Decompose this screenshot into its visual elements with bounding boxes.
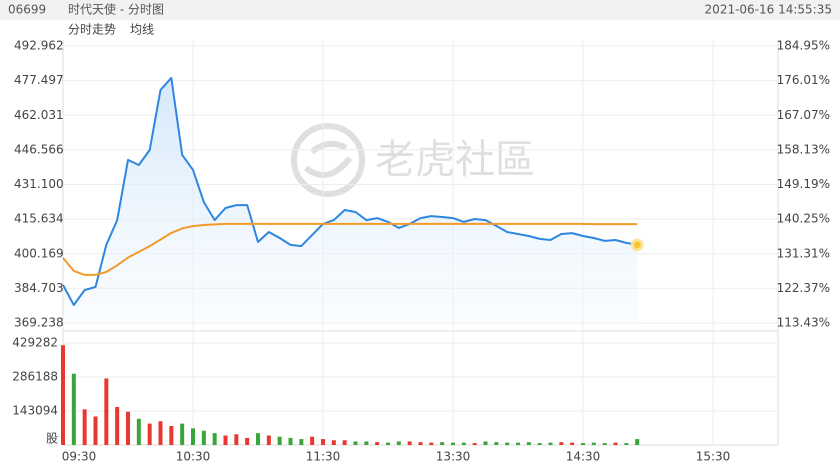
y2-tick-label: 131.31%: [777, 246, 830, 260]
y2-tick-label: 122.37%: [777, 281, 830, 295]
volume-tick-label: 286188: [12, 370, 58, 384]
volume-bar: [223, 435, 228, 445]
volume-bar: [61, 345, 65, 445]
volume-bar: [82, 409, 87, 445]
y2-tick-label: 158.13%: [777, 142, 830, 156]
volume-bar: [559, 442, 564, 445]
watermark: 老虎社區: [291, 123, 535, 197]
volume-bar: [375, 442, 380, 445]
volume-bar: [277, 436, 282, 445]
volume-bar: [288, 437, 293, 445]
legend-entry: 均线: [130, 23, 154, 37]
volume-bar: [526, 442, 531, 445]
volume-bar: [321, 439, 325, 445]
volume-bar: [472, 443, 477, 445]
y2-tick-label: 184.95%: [777, 39, 830, 53]
volume-bar: [136, 418, 141, 445]
price-area: [63, 77, 638, 324]
y-tick-label: 462.031: [14, 108, 64, 122]
volume-bar: [353, 441, 358, 445]
y-tick-label: 446.566: [14, 142, 64, 156]
price-line: [62, 76, 638, 306]
volume-bar: [93, 416, 98, 445]
volume-bar: [71, 373, 76, 445]
average-line: [62, 222, 638, 276]
watermark-text: 老虎社區: [375, 137, 535, 183]
volume-bar: [461, 442, 466, 445]
volume-bar: [581, 443, 585, 445]
x-tick-label: 09:30: [62, 450, 97, 464]
y2-tick-label: 167.07%: [777, 108, 830, 122]
volume-bar: [602, 443, 607, 445]
x-tick-label: 10:30: [176, 450, 211, 464]
volume-bar: [201, 430, 206, 445]
volume-bar: [396, 441, 401, 445]
watermark-logo-mark: [304, 140, 353, 179]
volume-bar: [386, 442, 390, 445]
volume-bar: [299, 439, 304, 445]
y2-tick-label: 140.25%: [777, 212, 830, 226]
volume-bar: [505, 442, 510, 445]
volume-bar: [266, 435, 271, 445]
volume-bar: [613, 442, 618, 445]
y-tick-label: 415.634: [14, 212, 64, 226]
y-tick-label: 477.497: [14, 73, 64, 87]
volume-bar: [407, 441, 412, 445]
y2-tick-label: 149.19%: [777, 177, 830, 191]
volume-bar: [591, 442, 596, 445]
last-price-dot: [630, 238, 644, 252]
volume-bar: [331, 440, 336, 445]
volume-tick-label: 143094: [12, 404, 58, 418]
volume-bar: [245, 437, 250, 445]
y2-tick-label: 176.01%: [777, 73, 830, 87]
y2-tick-label: 113.43%: [777, 316, 830, 330]
volume-bar: [158, 421, 163, 445]
volume-bar: [440, 442, 445, 445]
x-tick-label: 13:30: [436, 450, 471, 464]
volume-bar: [364, 441, 369, 445]
volume-bar: [635, 439, 640, 445]
volume-bar: [212, 433, 217, 445]
volume-bar: [548, 442, 553, 445]
volume-bar: [256, 433, 260, 445]
volume-bar: [483, 441, 488, 445]
y-tick-label: 384.703: [14, 281, 64, 295]
volume-tick-label: 股: [46, 432, 58, 446]
volume-bar: [147, 423, 152, 445]
volume-bar: [342, 440, 347, 445]
x-tick-label: 15:30: [696, 450, 731, 464]
stock-code: 06699: [8, 3, 46, 17]
volume-bar: [537, 443, 542, 445]
volume-bar: [451, 442, 455, 445]
volume-bar: [516, 442, 520, 445]
volume-bar: [115, 406, 120, 445]
x-tick-label: 14:30: [566, 450, 601, 464]
volume-bar: [570, 442, 575, 445]
volume-tick-label: 429282: [12, 336, 58, 350]
volume-bar: [191, 428, 195, 445]
legend-entry: 分时走势: [68, 23, 116, 37]
volume-bar: [310, 436, 315, 445]
volume-bar: [126, 411, 130, 445]
watermark-logo: [291, 123, 365, 197]
volume-bar: [169, 425, 174, 445]
volume-bar: [429, 442, 434, 445]
volume-bar: [624, 443, 629, 445]
volume-bar: [418, 442, 423, 445]
y-tick-label: 400.169: [14, 246, 64, 260]
x-tick-label: 11:30: [306, 450, 341, 464]
y-tick-label: 431.100: [14, 177, 64, 191]
chart-title: 时代天使 - 分时图: [68, 2, 164, 17]
timestamp: 2021-06-16 14:55:35: [705, 3, 832, 17]
volume-bar: [104, 378, 109, 445]
y-tick-label: 492.962: [14, 39, 64, 53]
volume-bar: [494, 442, 499, 445]
y-tick-label: 369.238: [14, 316, 64, 330]
volume-bar: [234, 434, 239, 445]
header-bar: [0, 0, 840, 20]
volume-bar: [180, 423, 185, 445]
